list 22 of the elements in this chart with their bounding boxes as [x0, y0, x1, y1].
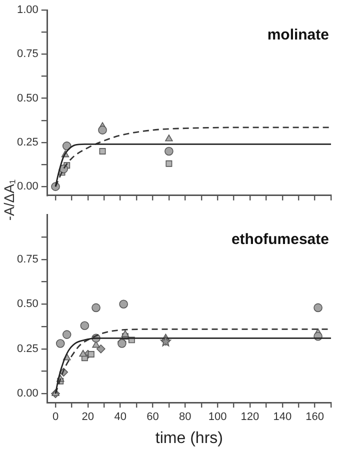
text: ethofumesate: [231, 231, 329, 248]
y-tick-label: 0.25: [16, 342, 38, 355]
y-tick-label: 0.25: [16, 136, 38, 148]
y-tick-label: 1.00: [16, 4, 38, 16]
y-tick-label: 0.00: [16, 180, 38, 193]
x-tick-label: 80: [179, 411, 192, 424]
y-tick-label: 0.75: [16, 48, 38, 60]
x-tick-label: 100: [208, 411, 227, 424]
x-tick-label: 160: [306, 411, 324, 424]
x-axis-title: time (hrs): [155, 430, 223, 447]
y-tick-label: 0.50: [16, 298, 38, 310]
x-tick-label: 40: [114, 411, 126, 424]
x-tick-label: 120: [240, 411, 260, 424]
text: molinate: [267, 26, 329, 44]
y-tick-label: 0.50: [16, 92, 38, 104]
x-tick-label: 20: [82, 411, 94, 424]
y-axis-title: -A/ΔA₁: [1, 179, 17, 221]
x-tick-label: 0: [52, 411, 59, 424]
y-tick-label: 0.00: [16, 388, 38, 400]
y-tick-label: 0.75: [16, 253, 38, 266]
x-tick-label: 60: [146, 411, 159, 424]
x-tick-label: 140: [273, 411, 292, 424]
